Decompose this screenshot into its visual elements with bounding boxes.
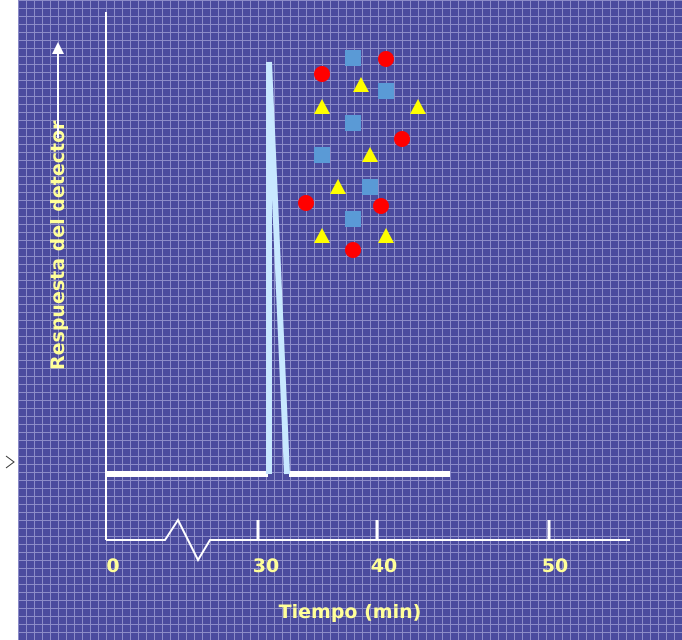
red-circle <box>394 131 410 147</box>
x-tick-label: 0 <box>106 555 119 577</box>
red-circle <box>378 51 394 67</box>
yellow-triangle <box>330 179 346 194</box>
x-axis-label: Tiempo (min) <box>279 601 422 623</box>
red-circle <box>298 195 314 211</box>
red-circle <box>314 66 330 82</box>
yellow-triangle <box>410 99 426 114</box>
side-arrow <box>5 455 15 469</box>
y-axis-label: Respuesta del detector <box>47 120 69 370</box>
x-tick-label: 30 <box>253 555 279 577</box>
yellow-triangle <box>353 77 369 92</box>
blue-square <box>378 83 394 99</box>
blue-square <box>345 50 361 66</box>
grid-background <box>18 0 682 640</box>
red-circle <box>373 198 389 214</box>
yellow-triangle <box>378 228 394 243</box>
peak <box>266 61 290 475</box>
molecules <box>298 50 426 258</box>
yellow-triangle <box>314 99 330 114</box>
blue-square <box>345 115 361 131</box>
y-label-arrowhead <box>52 42 64 54</box>
x-tick-label: 40 <box>371 555 397 577</box>
blue-square <box>345 211 361 227</box>
yellow-triangle <box>362 147 378 162</box>
x-axis <box>106 517 630 563</box>
blue-square <box>362 179 378 195</box>
x-tick-label: 50 <box>542 555 568 577</box>
red-circle <box>345 242 361 258</box>
yellow-triangle <box>314 228 330 243</box>
blue-square <box>314 147 330 163</box>
